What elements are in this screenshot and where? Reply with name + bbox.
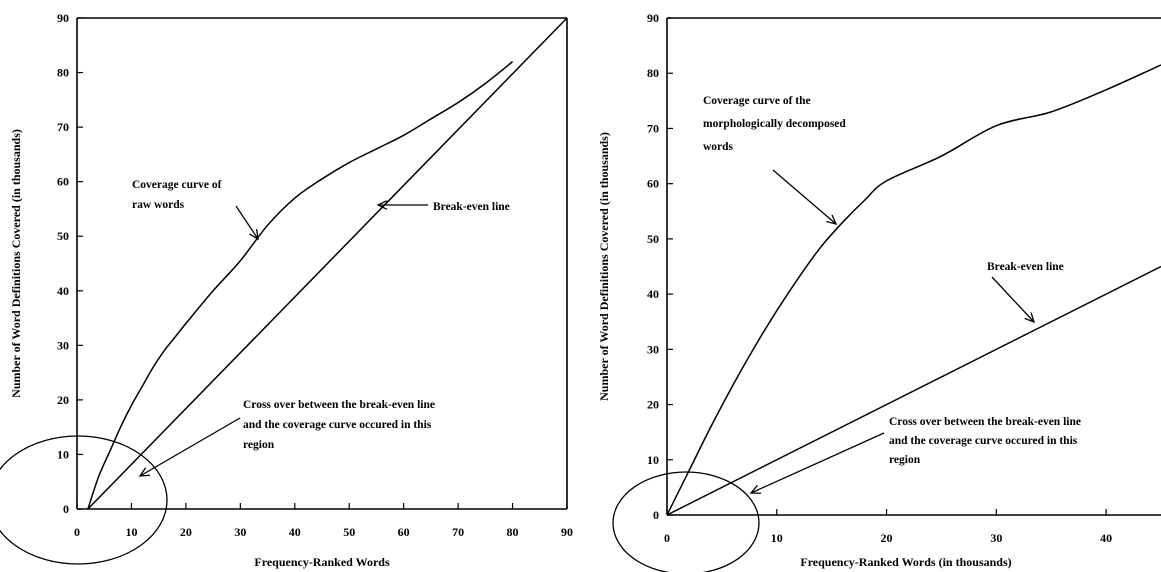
annotation-breakeven-line: Break-even line — [987, 261, 1064, 273]
y-tick-label: 70 — [57, 120, 69, 134]
x-tick-label: 20 — [881, 531, 893, 545]
x-tick-label: 0 — [74, 525, 80, 539]
y-tick-label: 10 — [57, 447, 69, 461]
series-line-coverage — [666, 64, 1161, 516]
annotation-crossover-line: region — [889, 454, 921, 466]
y-tick-label: 50 — [57, 229, 69, 243]
y-tick-label: 40 — [647, 287, 659, 301]
y-tick-label: 90 — [647, 11, 659, 25]
x-tick-label: 40 — [1100, 531, 1112, 545]
annotation-coverage-arrow — [235, 205, 259, 241]
annotation-coverage-line: morphologically decomposed — [703, 118, 846, 130]
y-tick-label: 70 — [647, 121, 659, 135]
x-tick-label: 30 — [234, 525, 246, 539]
series-line-break-even — [666, 265, 1161, 516]
chart-panel-2: 0 10 20 30 40 50 60 70 80 90 0 10 20 30 40 Frequency-Ra… — [597, 11, 1161, 572]
y-axis-title: Number of Word Definitions Covered (in t… — [597, 132, 611, 401]
y-tick-label: 0 — [63, 502, 69, 516]
crossover-region-ellipse — [0, 435, 168, 565]
annotation-crossover-arrow — [138, 417, 241, 477]
x-tick-label: 70 — [452, 525, 464, 539]
crossover-region-ellipse — [612, 471, 760, 572]
x-tick-label: 0 — [664, 531, 670, 545]
x-tick-label: 80 — [507, 525, 519, 539]
annotation-crossover-line: Cross over between the break-even line — [243, 399, 435, 411]
annotation-coverage-line: Coverage curve of — [132, 179, 222, 191]
y-tick-label: 30 — [647, 342, 659, 356]
annotation-crossover-line: and the coverage curve occured in this — [889, 435, 1078, 447]
x-axis-title: Frequency-Ranked Words (in thousands) — [800, 555, 1011, 569]
annotation-breakeven-arrow — [991, 276, 1036, 324]
y-tick-label: 10 — [647, 453, 659, 467]
annotation-breakeven-arrow — [376, 200, 428, 210]
annotation-crossover-line: Cross over between the break-even line — [889, 416, 1081, 428]
x-tick-label: 10 — [125, 525, 137, 539]
y-tick-label: 80 — [647, 66, 659, 80]
annotation-crossover-line: and the coverage curve occured in this — [243, 419, 432, 431]
x-tick-label: 40 — [289, 525, 301, 539]
annotation-crossover-arrow — [749, 432, 885, 494]
y-axis-title: Number of Word Definitions Covered (in t… — [9, 129, 23, 398]
annotation-coverage-line: raw words — [132, 199, 185, 211]
annotation-breakeven-line: Break-even line — [433, 201, 510, 213]
annotation-coverage-line: Coverage curve of the — [703, 95, 811, 107]
chart-panel-1: 0 10 20 30 40 50 60 70 80 90 0 10 20 30 40 50 60 70 80 90 Fr… — [0, 11, 573, 569]
x-tick-label: 60 — [398, 525, 410, 539]
x-tick-label: 20 — [180, 525, 192, 539]
y-tick-label: 60 — [647, 177, 659, 191]
annotation-coverage-line: words — [703, 141, 734, 153]
x-tick-label: 10 — [771, 531, 783, 545]
x-tick-label: 90 — [561, 525, 573, 539]
y-tick-label: 60 — [57, 175, 69, 189]
y-tick-label: 20 — [57, 393, 69, 407]
x-tick-label: 30 — [990, 531, 1002, 545]
y-tick-label: 50 — [647, 232, 659, 246]
y-tick-label: 0 — [653, 508, 659, 522]
annotation-coverage-arrow — [772, 169, 838, 225]
y-tick-label: 30 — [57, 338, 69, 352]
annotation-crossover-line: region — [243, 439, 275, 451]
y-tick-label: 90 — [57, 11, 69, 25]
y-tick-label: 80 — [57, 66, 69, 80]
y-tick-label: 40 — [57, 284, 69, 298]
series-line-coverage — [87, 61, 514, 510]
series-line-break-even — [87, 17, 568, 510]
y-tick-label: 20 — [647, 398, 659, 412]
x-axis-title: Frequency-Ranked Words — [254, 555, 390, 569]
x-tick-label: 50 — [343, 525, 355, 539]
